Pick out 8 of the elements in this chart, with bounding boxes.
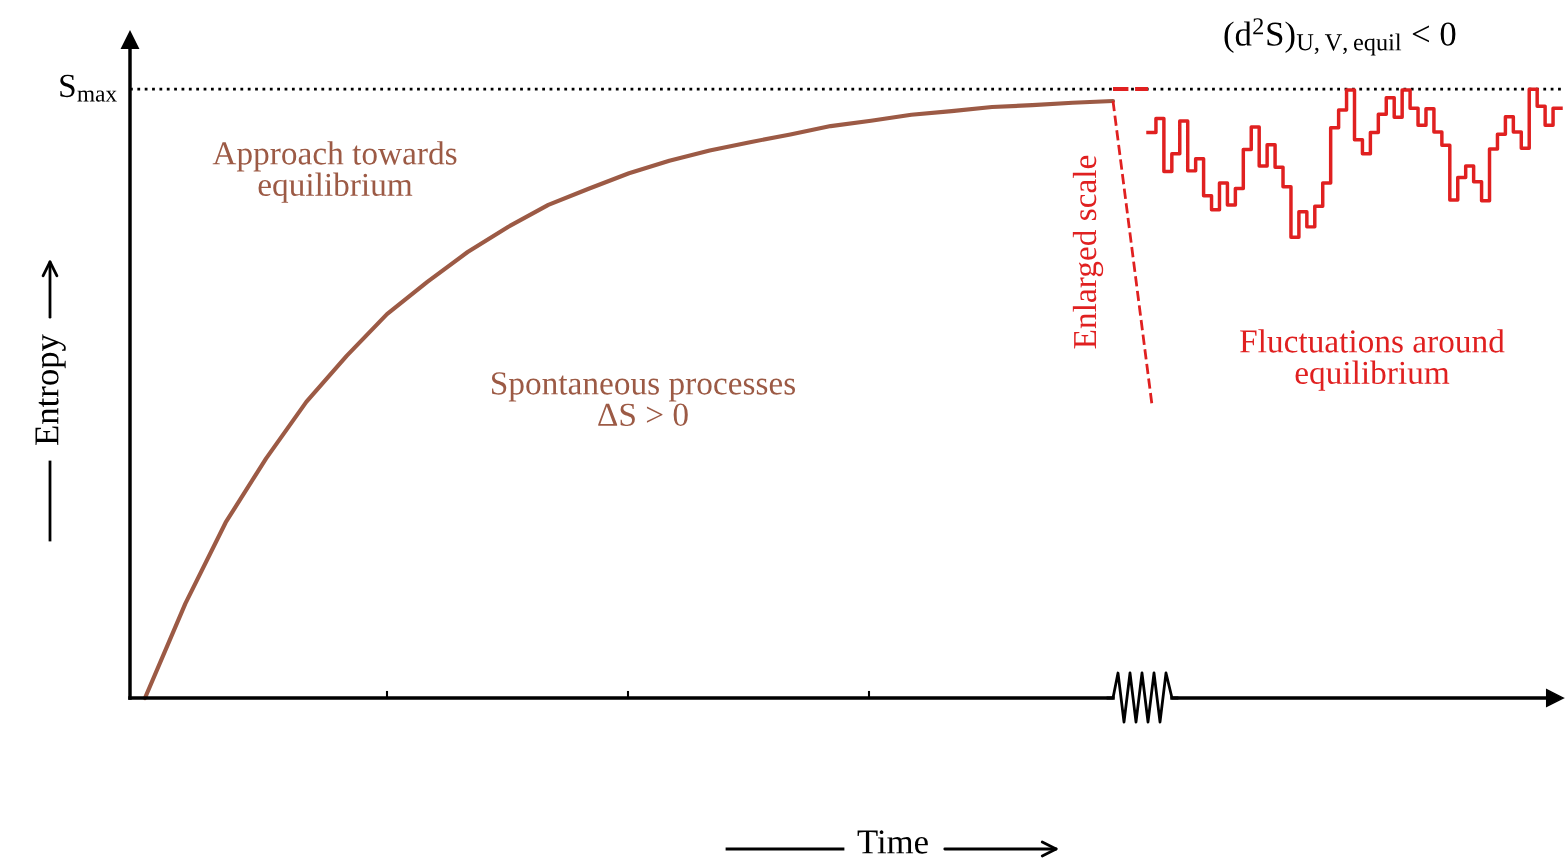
annotation: Fluctuations around equilibrium (1240, 329, 1505, 391)
ref-line-label: S$_{max}$ (60, 74, 117, 102)
annotation: Enlarged scale (1072, 155, 1104, 349)
y-axis-title: Entropy (35, 334, 66, 445)
annotation: Approach towards equilibrium (212, 141, 457, 203)
annotation: Spontaneous processes ΔS > 0 (492, 372, 795, 427)
text: (d$^{2}$S)$_{U,V,equil}$ < 0 (1224, 18, 1456, 56)
x-axis-title: Time (857, 830, 928, 854)
